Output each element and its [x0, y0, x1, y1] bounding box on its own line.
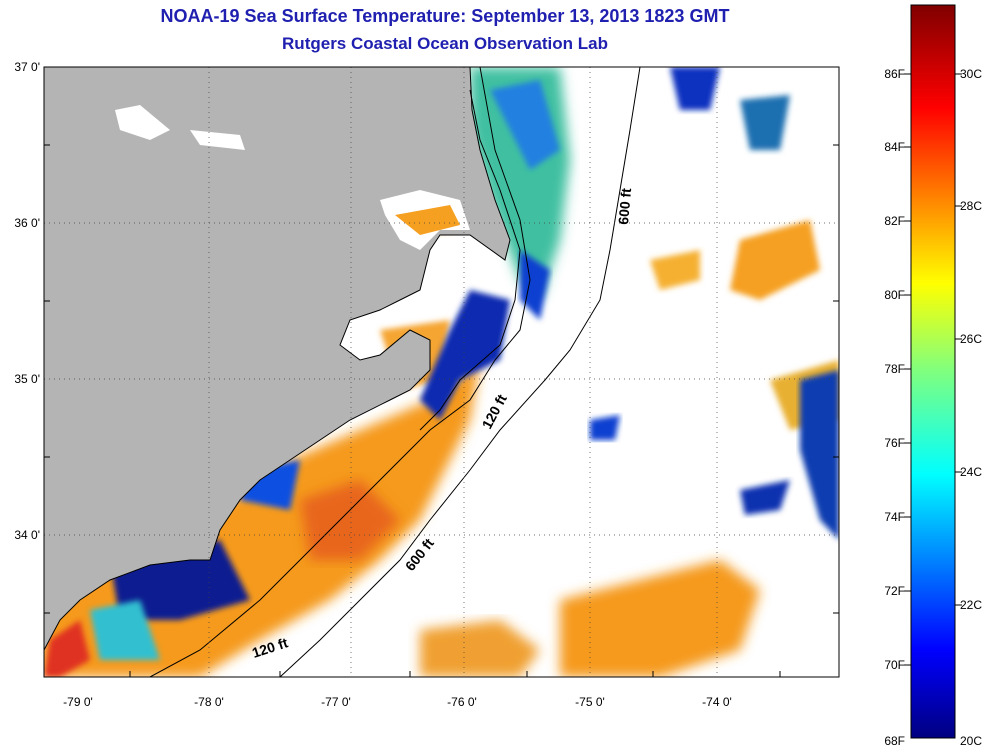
lon-label-74: -74 0': [702, 695, 732, 709]
lon-label-75: -75 0': [575, 695, 605, 709]
map-ticks: [44, 144, 839, 677]
lon-label-76: -76 0': [447, 695, 477, 709]
colorbar-gradient: [910, 4, 956, 739]
colorbar-f-80: 80F: [884, 288, 905, 302]
lat-label-37: 37 0': [14, 60, 40, 74]
sound-water-warm: [395, 205, 460, 235]
temperature-colorbar: 86F 84F 82F 80F 78F 76F 74F 72F 70F 68F …: [884, 4, 982, 748]
lat-label-34: 34 0': [14, 528, 40, 542]
inland-lake: [115, 105, 170, 140]
colorbar-c-26: 26C: [960, 332, 982, 346]
lat-label-36: 36 0': [14, 216, 40, 230]
colorbar-f-72: 72F: [884, 584, 905, 598]
colorbar-c-24: 24C: [960, 465, 982, 479]
colorbar-f-78: 78F: [884, 362, 905, 376]
colorbar-f-84: 84F: [884, 140, 905, 154]
outer-banks: [419, 89, 521, 431]
contour-600ft: [279, 67, 641, 677]
coastline: [44, 67, 511, 651]
lat-label-35: 35 0': [14, 372, 40, 386]
lon-label-78: -78 0': [194, 695, 224, 709]
colorbar-c-30: 30C: [960, 67, 982, 81]
lon-label-77: -77 0': [321, 695, 351, 709]
colorbar-f-68: 68F: [884, 734, 905, 748]
map-frame: [43, 66, 840, 678]
colorbar-f-82: 82F: [884, 214, 905, 228]
colorbar-f-74: 74F: [884, 510, 905, 524]
colorbar-c-20: 20C: [960, 734, 982, 748]
contour-120ft: [149, 67, 531, 677]
colorbar-c-28: 28C: [960, 199, 982, 213]
colorbar-f-70: 70F: [884, 658, 905, 672]
chart-subtitle: Rutgers Coastal Ocean Observation Lab: [282, 34, 608, 53]
colorbar-f-76: 76F: [884, 436, 905, 450]
graticule: [44, 67, 839, 677]
inland-lake-2: [190, 130, 245, 150]
lon-label-79: -79 0': [63, 695, 93, 709]
chart-title: NOAA-19 Sea Surface Temperature: Septemb…: [160, 6, 730, 26]
colorbar-f-86: 86F: [884, 67, 905, 81]
depth-label-600ft-north: 600 ft: [615, 187, 634, 225]
colorbar-c-22: 22C: [960, 598, 982, 612]
